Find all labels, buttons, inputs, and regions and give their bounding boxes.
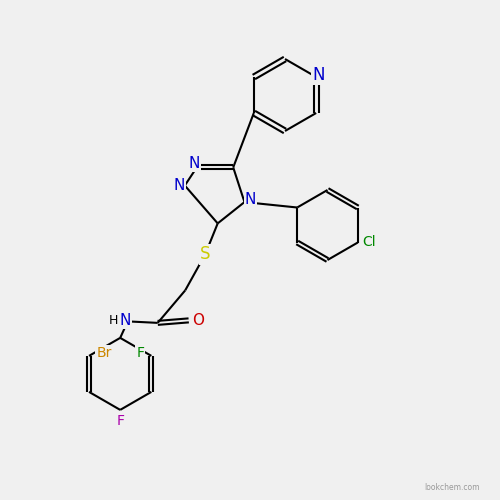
Text: lookchem.com: lookchem.com [424, 484, 480, 492]
Text: H: H [109, 314, 118, 327]
Text: N: N [312, 66, 325, 84]
Text: S: S [200, 246, 210, 264]
Text: Cl: Cl [362, 236, 376, 250]
Text: N: N [245, 192, 256, 207]
Text: N: N [188, 156, 200, 171]
Text: O: O [192, 313, 203, 328]
Text: F: F [116, 414, 124, 428]
Text: Br: Br [96, 346, 112, 360]
Text: N: N [173, 178, 184, 193]
Text: N: N [120, 313, 131, 328]
Text: F: F [136, 346, 144, 360]
